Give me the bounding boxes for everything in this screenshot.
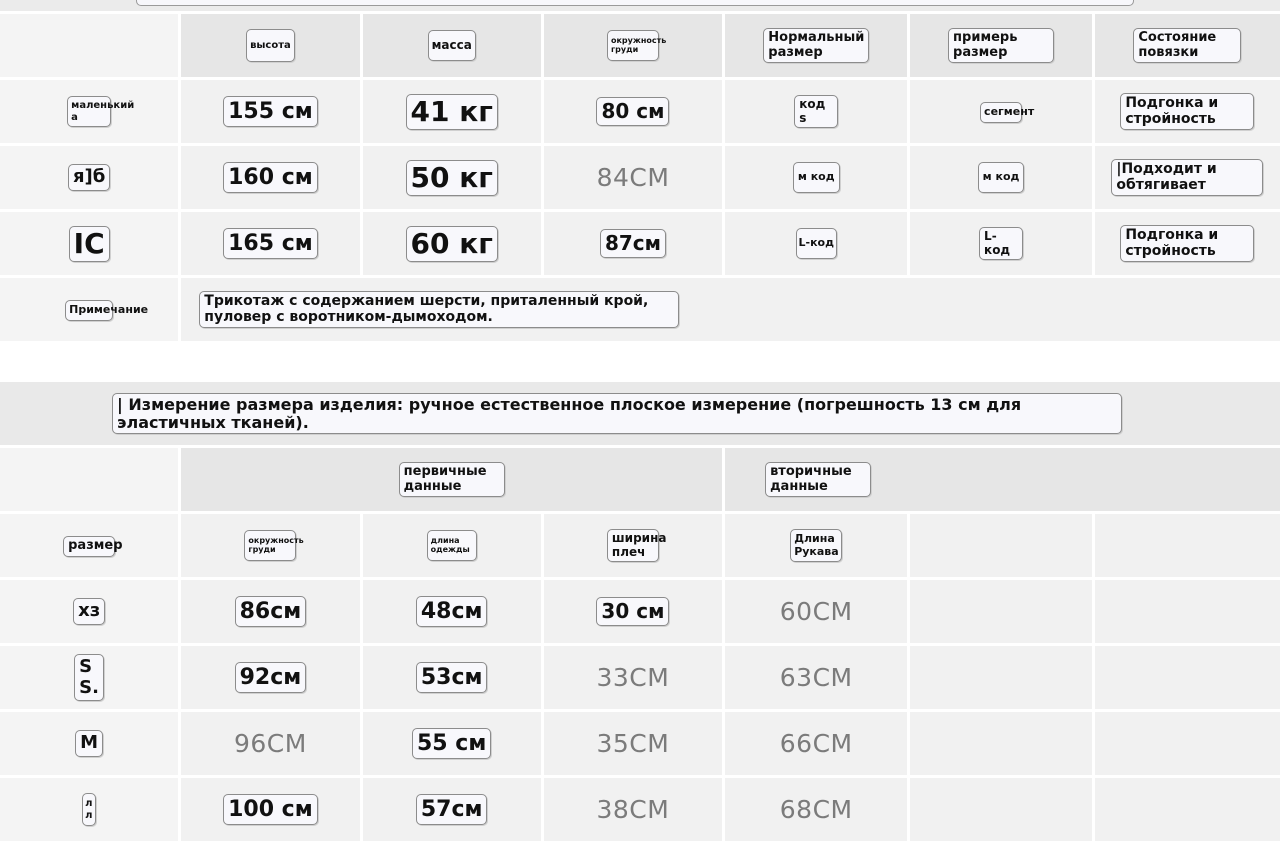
measure-row: S S. 92см 53см 33CM 63CM: [0, 646, 1280, 709]
measure-row: М 96CM 55 см 35CM 66CM: [0, 712, 1280, 775]
cell-height: 165 см: [223, 227, 318, 260]
size-row: маленький а 155 см 41 кг 80 см код s сег…: [0, 80, 1280, 143]
cell-height: 160 см: [223, 161, 318, 194]
cell-shoulder: 30 см: [596, 597, 670, 626]
cell-height: 155 см: [223, 95, 318, 128]
header-chest: окружность груди: [244, 529, 304, 562]
cell-chest: 96CM: [233, 729, 307, 758]
cell-length: 53см: [415, 661, 488, 694]
cell-state: |Подходит и обтягивает: [1111, 158, 1264, 197]
measure-title-row: | Измерение размера изделия: ручное есте…: [0, 382, 1280, 445]
row-size: S S.: [74, 654, 105, 701]
cell-chest: 100 см: [223, 793, 318, 826]
cell-shoulder: 38CM: [596, 795, 670, 824]
cell-weight: 41 кг: [405, 93, 498, 130]
row-size: л л: [82, 793, 97, 826]
cell-shoulder: 33CM: [596, 663, 670, 692]
measurement-table: | Измерение размера изделия: ручное есте…: [0, 379, 1280, 844]
measure-row: хз 86см 48см 30 см 60CM: [0, 580, 1280, 643]
cell-chest: 84CM: [596, 163, 670, 192]
cell-fit: L-код: [979, 227, 1024, 260]
cell-chest: 86см: [234, 595, 307, 628]
group-secondary: вторичные данные: [765, 461, 872, 498]
top-title-banner-cut: [0, 0, 1280, 14]
measure-title: | Измерение размера изделия: ручное есте…: [112, 392, 1122, 435]
size-table: высота масса окружность груди Нормальный…: [0, 11, 1280, 344]
cell-normal: L-код: [795, 228, 837, 259]
cell-chest: 80 см: [596, 97, 670, 126]
note-text: Трикотаж с содержанием шерсти, приталенн…: [199, 290, 680, 329]
header-size: размер: [63, 536, 123, 557]
header-length: длина одежды: [426, 529, 477, 562]
measure-row: л л 100 см 57см 38CM 68CM: [0, 778, 1280, 841]
row-size: М: [75, 730, 104, 757]
cell-chest: 87см: [599, 229, 666, 258]
cell-chest: 92см: [234, 661, 307, 694]
measure-group-row: первичные данные вторичные данные: [0, 448, 1280, 511]
row-size: хз: [73, 598, 106, 625]
cell-shoulder: 35CM: [596, 729, 670, 758]
size-row: IC 165 см 60 кг 87см L-код L-код Подгонк…: [0, 212, 1280, 275]
header-sleeve: Длина Рукава: [790, 529, 843, 562]
cell-sleeve: 63CM: [779, 663, 853, 692]
header-chest: окружность груди: [606, 29, 666, 62]
cell-weight: 50 кг: [405, 159, 498, 196]
row-label: я]б: [67, 164, 111, 191]
cell-normal: м код: [792, 162, 840, 193]
cell-length: 55 см: [412, 727, 492, 760]
header-weight: масса: [427, 29, 476, 62]
cell-state: Подгонка и стройность: [1120, 224, 1255, 263]
cell-length: 57см: [415, 793, 488, 826]
row-label: маленький а: [67, 96, 134, 127]
size-table-header-row: высота масса окружность груди Нормальный…: [0, 14, 1280, 77]
header-height: высота: [246, 28, 295, 63]
size-row: я]б 160 см 50 кг 84CM м код м код |Подхо…: [0, 146, 1280, 209]
header-normal-size: Нормальный размер: [763, 27, 870, 64]
group-primary: первичные данные: [398, 461, 505, 498]
cell-state: Подгонка и стройность: [1120, 92, 1255, 131]
cell-normal: код s: [794, 95, 839, 128]
cell-fit: сегмент: [980, 102, 1034, 123]
corner-cell: [0, 14, 179, 77]
measure-header-row: размер окружность груди длина одежды шир…: [0, 514, 1280, 577]
note-row: Примечание Трикотаж с содержанием шерсти…: [0, 278, 1280, 341]
row-label: IC: [68, 225, 110, 262]
cell-sleeve: 60CM: [779, 597, 853, 626]
note-label: Примечание: [65, 300, 148, 321]
header-fit-size: примерь размер: [948, 27, 1055, 64]
cell-sleeve: 68CM: [779, 795, 853, 824]
cell-sleeve: 66CM: [779, 729, 853, 758]
section-gap: [0, 346, 1280, 380]
header-shoulder: ширина плеч: [606, 529, 666, 562]
truncated-title-pill: [136, 0, 1134, 6]
cell-length: 48см: [415, 595, 488, 628]
header-bandage-state: Состояние повязки: [1133, 27, 1242, 64]
cell-weight: 60 кг: [405, 225, 498, 262]
cell-fit: м код: [977, 162, 1025, 193]
